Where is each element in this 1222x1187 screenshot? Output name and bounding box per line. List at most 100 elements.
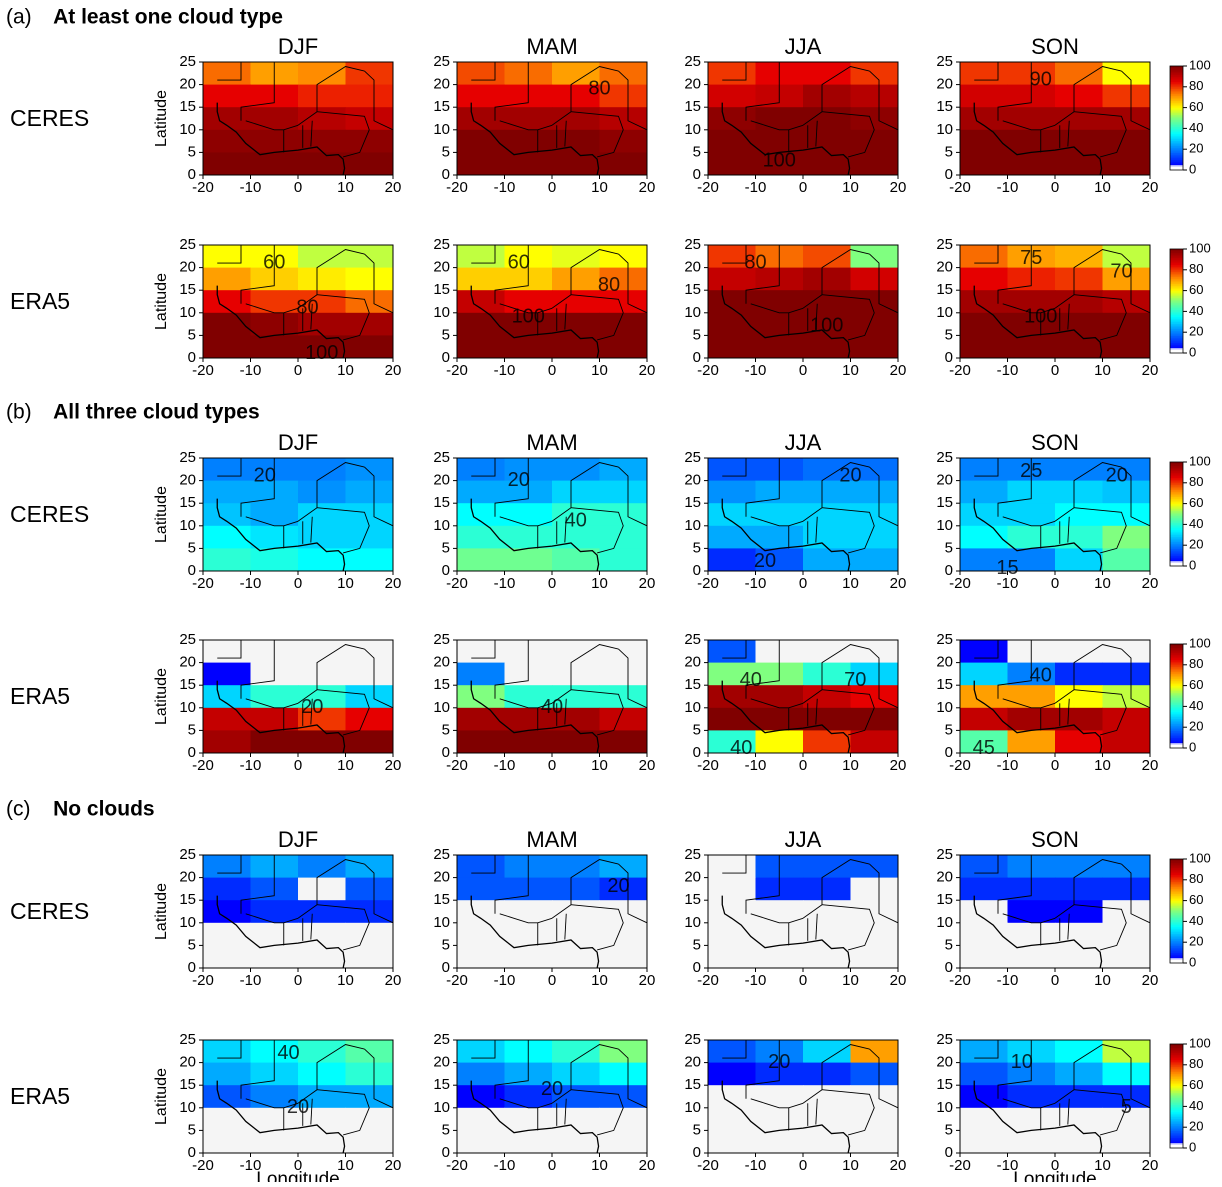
heat-cell [1102,922,1151,946]
colorbar-step [1170,746,1183,749]
x-tick-label: 20 [639,575,656,592]
contour-label: 60 [263,251,285,273]
heat-cell [1102,1107,1151,1131]
contour-label: 80 [744,251,766,273]
y-tick-label: 5 [442,721,450,738]
border [1054,249,1122,309]
map-panel [457,640,648,754]
colorbar-tick-label: 40 [1189,516,1203,531]
heat-cell [708,1085,756,1109]
heat-cell [203,685,251,709]
border [551,859,619,919]
colorbar-step [1170,557,1183,560]
heat-cell [960,548,1008,572]
heat-cell [457,548,505,572]
map-panel [960,62,1151,176]
border [997,62,1032,121]
heat-cell [755,548,804,572]
border [551,66,619,126]
y-tick-label: 0 [442,744,450,761]
heat-cell [457,900,505,924]
heat-cell [298,245,346,269]
y-axis-label: Latitude [153,90,170,147]
season-title: DJF [278,430,318,455]
y-tick-label: 20 [936,869,953,886]
x-tick-label: 20 [639,362,656,379]
heat-cell [803,84,851,108]
heat-cell [1007,707,1056,731]
x-tick-label: -10 [745,972,767,989]
x-tick-label: -10 [997,1157,1019,1174]
heat-cell [1055,1062,1103,1086]
contour-label: 80 [296,297,318,319]
heat-cell [552,312,600,336]
colorbar-step [1170,1120,1183,1123]
heat-cell [345,245,394,269]
heat-cell [1102,62,1151,86]
heat-cell [345,662,394,686]
colorbar-step [1170,886,1183,889]
colorbar-step [1170,891,1183,895]
border [494,245,529,304]
colorbar-step [1170,268,1183,271]
y-tick-label: 15 [684,98,701,115]
colorbar-step [1170,468,1183,472]
y-tick-label: 20 [179,76,196,93]
colorbar-step [1170,560,1183,563]
border [815,698,818,725]
colorbar-step [1170,494,1183,498]
heat-cell [1102,335,1151,359]
heat-cell [850,267,899,291]
border [618,1048,648,1109]
colorbar-step [1170,890,1183,893]
border [551,1044,619,1104]
heat-cell [1102,129,1151,153]
coastline [973,895,1103,969]
heat-cell [803,1062,851,1086]
border [310,516,313,543]
colorbar-tick-label: 20 [1189,537,1203,552]
colorbar-step [1170,659,1183,662]
heat-cell [960,662,1008,686]
colorbar-step [1170,692,1183,695]
contour-label: 70 [844,669,866,691]
colorbar-step [1170,109,1183,112]
colorbar-step [1170,720,1183,723]
border [1121,863,1151,924]
colorbar-step [1170,309,1183,312]
border [1073,294,1127,341]
heat-cell [203,945,251,969]
y-tick-label: 15 [936,281,953,298]
colorbar-tick-label: 40 [1189,120,1203,135]
heat-cell [708,107,756,131]
colorbar-step [1170,647,1183,650]
y-tick-label: 0 [188,166,196,183]
colorbar-step [1170,142,1183,145]
heat-cell [552,1107,600,1131]
border [217,62,242,81]
y-tick-label: 0 [693,166,701,183]
colorbar-step [1170,666,1183,669]
colorbar-step [1170,699,1183,702]
border [245,913,299,924]
heat-cell [552,335,600,359]
colorbar-step [1170,1102,1183,1106]
heat-cell [203,503,251,527]
heat-cell [1055,1130,1103,1154]
y-tick-label: 15 [684,891,701,908]
y-tick-label: 15 [433,281,450,298]
heat-cell [803,480,851,504]
border [1073,904,1127,951]
y-tick-label: 25 [684,449,701,466]
heat-cell [552,922,600,946]
y-tick-label: 5 [945,721,953,738]
map-panel [457,62,648,176]
y-tick-label: 0 [442,959,450,976]
x-tick-label: -20 [192,575,214,592]
y-tick-label: 20 [684,76,701,93]
colorbar-step [1170,862,1183,865]
coastline [973,102,1103,176]
heat-cell [552,480,600,504]
border [564,303,567,330]
map-panel [203,1040,394,1154]
